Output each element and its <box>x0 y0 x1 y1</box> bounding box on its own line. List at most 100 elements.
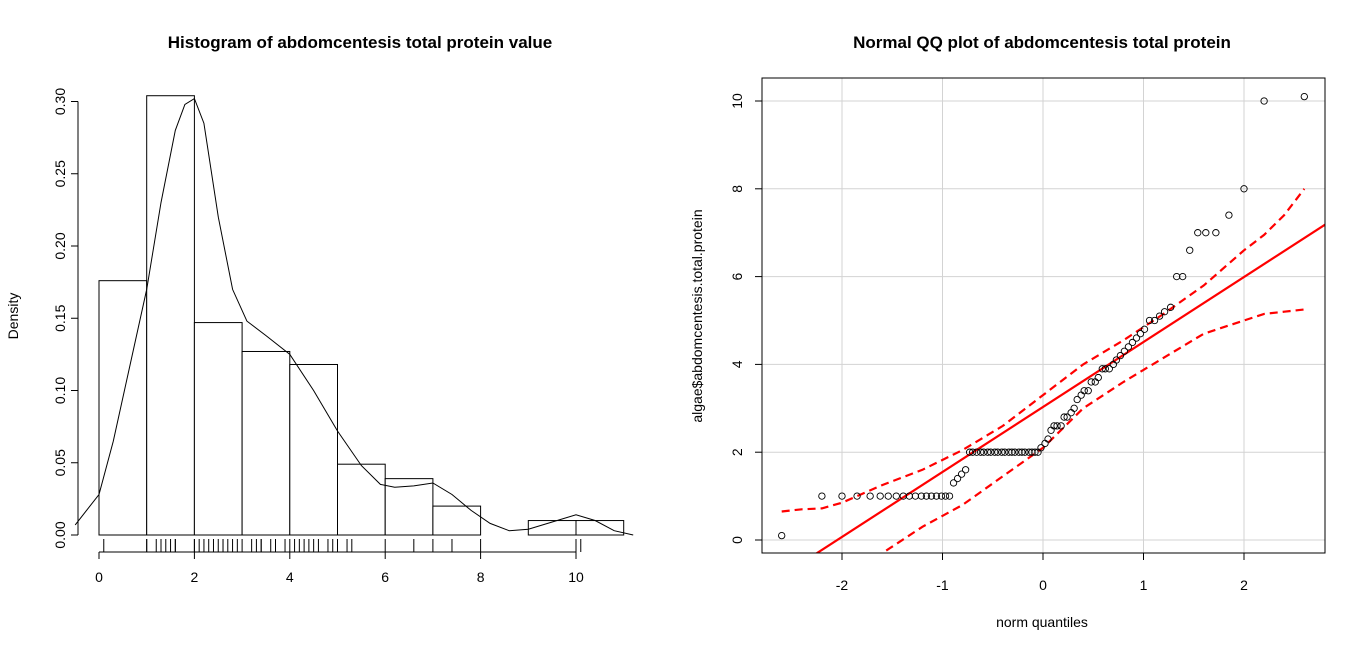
qq-point <box>1047 426 1055 434</box>
histogram-bar <box>193 322 243 536</box>
histogram-x-tick-label: 4 <box>286 569 294 585</box>
qq-point <box>1008 448 1016 456</box>
qq-point <box>1053 422 1061 430</box>
qq-point <box>1080 387 1088 395</box>
qq-point <box>1037 444 1045 452</box>
qq-point <box>1194 229 1202 237</box>
histogram-y-tick-label: 0.00 <box>52 521 68 548</box>
qq-point <box>994 448 1002 456</box>
qq-point <box>1166 303 1175 311</box>
qq-point <box>1260 97 1268 105</box>
qq-point <box>1098 365 1106 373</box>
histogram-bar <box>575 520 625 536</box>
qq-point <box>1094 373 1102 382</box>
histogram-x-tick-label: 6 <box>381 569 389 585</box>
qq-axes: -2 -1 0 1 2 0 2 4 6 8 10 <box>729 93 1248 593</box>
qq-point <box>961 466 970 474</box>
qq-x-tick-label: 0 <box>1039 577 1047 593</box>
qq-point <box>778 531 786 540</box>
qq-point <box>1044 435 1052 443</box>
histogram-y-tick-label: 0.05 <box>52 449 68 476</box>
qq-point <box>1160 308 1169 316</box>
qq-point <box>1179 272 1187 281</box>
histogram-y-tick-label: 0.30 <box>52 88 68 115</box>
qq-point <box>818 492 826 500</box>
histogram-title: Histogram of abdomcentesis total protein… <box>168 33 552 52</box>
qq-point <box>1128 338 1137 347</box>
qq-point <box>965 448 974 456</box>
qq-point <box>884 492 892 500</box>
histogram-y-axis-label: Density <box>5 293 21 340</box>
histogram-chart: Histogram of abdomcentesis total protein… <box>5 33 634 585</box>
qq-point <box>1101 365 1109 373</box>
qq-y-tick-label: 10 <box>729 93 745 109</box>
qq-point <box>917 492 926 500</box>
qq-point <box>1124 343 1133 351</box>
qq-grid <box>762 78 1325 553</box>
qq-point <box>1140 325 1149 333</box>
histogram-bar <box>432 505 482 536</box>
density-curve <box>74 97 634 536</box>
qq-point <box>1084 387 1092 395</box>
qq-point <box>1225 211 1233 219</box>
histogram-bar <box>98 280 148 536</box>
qq-point <box>1116 351 1125 360</box>
qq-point <box>1063 413 1071 421</box>
histogram-y-tick-label: 0.25 <box>52 160 68 187</box>
qq-point <box>1105 365 1113 373</box>
qq-point <box>941 492 950 500</box>
qq-reference-line <box>815 223 1325 553</box>
qq-lower-band <box>880 308 1305 553</box>
qq-point <box>1001 448 1009 456</box>
qq-point <box>1077 391 1085 399</box>
qq-point <box>1057 422 1065 430</box>
qq-point <box>1067 409 1075 417</box>
histogram-y-tick-label: 0.10 <box>52 377 68 404</box>
qq-x-axis-label: norm quantiles <box>996 614 1088 630</box>
qq-y-tick-label: 0 <box>729 536 745 544</box>
histogram-bar <box>289 363 338 536</box>
histogram-x-tick-label: 8 <box>477 569 485 585</box>
qq-y-axis-label: algae$abdomcentesis.total.protein <box>689 209 705 422</box>
qq-point <box>911 492 920 500</box>
qq-upper-band <box>781 188 1306 513</box>
histogram-x-tick-label: 10 <box>568 569 584 585</box>
qq-point <box>1202 229 1210 237</box>
histogram-y-tick-label: 0.20 <box>52 232 68 259</box>
qq-point <box>973 448 981 456</box>
histogram-bar <box>384 478 434 536</box>
histogram-y-tick-label: 0.15 <box>52 304 68 331</box>
qq-point <box>1087 378 1095 386</box>
histogram-x-tick-label: 0 <box>95 569 103 585</box>
qq-point <box>892 492 900 500</box>
qq-point <box>876 492 884 500</box>
qq-point <box>1240 185 1248 193</box>
qq-point <box>969 448 977 456</box>
qq-x-tick-label: 1 <box>1140 577 1148 593</box>
qq-y-tick-label: 2 <box>729 448 745 456</box>
qq-point <box>927 492 936 500</box>
qq-point <box>987 448 995 456</box>
qq-point <box>1212 229 1220 237</box>
histogram-rug <box>103 539 582 552</box>
qq-plot-chart: Normal QQ plot of abdomcentesis total pr… <box>689 33 1326 630</box>
qq-point <box>991 448 999 456</box>
qq-title: Normal QQ plot of abdomcentesis total pr… <box>853 33 1231 52</box>
qq-point <box>1011 448 1019 456</box>
qq-point <box>1150 316 1159 325</box>
qq-point <box>949 479 958 487</box>
histogram-bars <box>98 95 625 536</box>
histogram-bar <box>337 463 386 536</box>
qq-point <box>1018 448 1026 456</box>
qq-point <box>1120 347 1129 355</box>
qq-point <box>937 492 946 500</box>
qq-point <box>1031 448 1039 456</box>
qq-point <box>1132 334 1141 342</box>
qq-point <box>977 448 985 456</box>
qq-point <box>1021 448 1029 456</box>
qq-point <box>1186 246 1194 254</box>
qq-y-tick-label: 6 <box>729 272 745 280</box>
qq-point <box>1073 395 1081 404</box>
histogram-axes: 0 2 4 6 8 10 0.00 0.05 0.10 0.15 0.20 0.25 0.30 <box>52 88 584 585</box>
